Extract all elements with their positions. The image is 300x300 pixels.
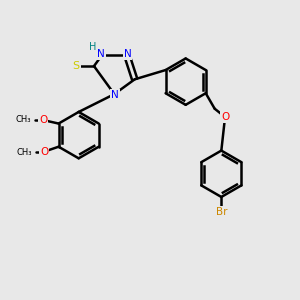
Text: O: O bbox=[39, 115, 47, 125]
Text: N: N bbox=[97, 49, 105, 59]
Text: N: N bbox=[124, 49, 131, 59]
Text: CH₃: CH₃ bbox=[15, 116, 31, 124]
Text: S: S bbox=[73, 61, 80, 71]
Text: Br: Br bbox=[216, 207, 227, 217]
Text: CH₃: CH₃ bbox=[16, 148, 32, 157]
Text: N: N bbox=[111, 90, 119, 100]
Text: H: H bbox=[89, 42, 97, 52]
Text: O: O bbox=[40, 147, 48, 157]
Text: O: O bbox=[221, 112, 229, 122]
